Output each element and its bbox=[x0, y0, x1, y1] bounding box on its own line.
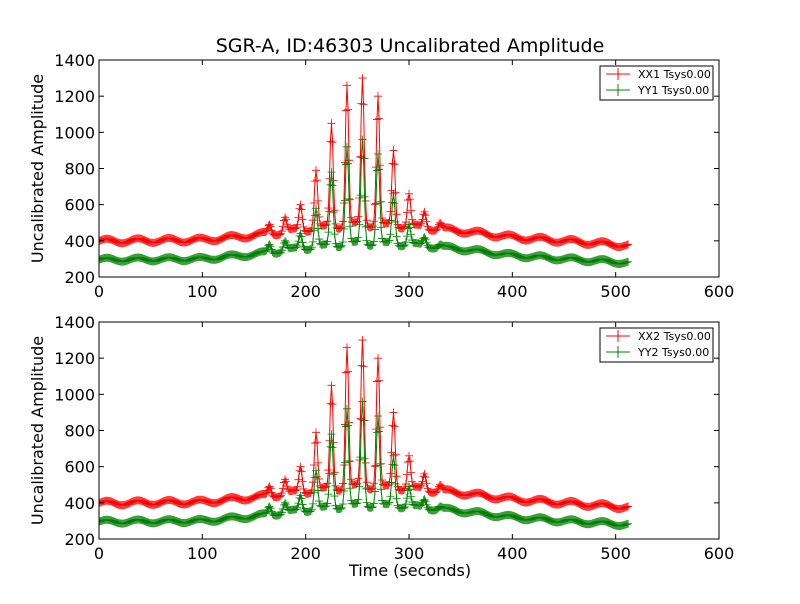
bottom-plot: 0 100 200 300 400 500 600 200 400 600 800 1000 1200 1… bbox=[28, 313, 734, 580]
legend-marker-xx1-icon bbox=[612, 68, 624, 80]
top-plot-frame bbox=[98, 59, 720, 278]
y-tick-label: 1000 bbox=[54, 385, 95, 404]
bottom-plot-legend: XX2 Tsys0.00 YY2 Tsys0.00 bbox=[599, 327, 714, 363]
bottom-plot-ylabel: Uncalibrated Amplitude bbox=[28, 336, 47, 525]
legend-marker-xx2-icon bbox=[612, 330, 624, 342]
x-tick-label: 0 bbox=[94, 282, 104, 301]
bottom-plot-legend-box bbox=[599, 327, 714, 363]
x-tick-label: 300 bbox=[394, 282, 425, 301]
series-markers-yy2 bbox=[99, 397, 633, 530]
series-yy1 bbox=[99, 135, 633, 268]
x-tick-label: 600 bbox=[704, 282, 735, 301]
x-tick-label: 200 bbox=[290, 544, 321, 563]
bottom-plot-ticks: 0 100 200 300 400 500 600 200 400 600 800 1000 1200 1… bbox=[54, 313, 734, 563]
top-plot-ticks: 0 100 200 300 400 500 600 200 400 600 800 1000 1200 1… bbox=[54, 51, 734, 301]
bottom-plot-series bbox=[99, 336, 633, 530]
legend-marker-yy2-icon bbox=[612, 346, 624, 358]
x-tick-label: 600 bbox=[704, 544, 735, 563]
series-markers-yy1 bbox=[99, 135, 633, 268]
series-xx2 bbox=[99, 336, 633, 514]
legend-label-yy2: YY2 Tsys0.00 bbox=[637, 346, 709, 359]
y-tick-label: 400 bbox=[64, 232, 95, 251]
x-tick-label: 500 bbox=[600, 282, 631, 301]
top-plot-ylabel: Uncalibrated Amplitude bbox=[28, 74, 47, 263]
x-tick-label: 200 bbox=[290, 282, 321, 301]
top-plot-series bbox=[99, 74, 633, 268]
legend-label-xx2: XX2 Tsys0.00 bbox=[638, 330, 711, 343]
x-tick-label: 100 bbox=[187, 544, 218, 563]
x-tick-label: 400 bbox=[497, 544, 528, 563]
x-tick-label: 500 bbox=[600, 544, 631, 563]
y-tick-label: 600 bbox=[64, 458, 95, 477]
series-markers-xx1 bbox=[99, 74, 633, 252]
y-tick-label: 200 bbox=[64, 530, 95, 549]
series-yy2 bbox=[99, 397, 633, 530]
y-tick-label: 1200 bbox=[54, 87, 95, 106]
top-plot-legend: XX1 Tsys0.00 YY1 Tsys0.00 bbox=[599, 65, 714, 101]
legend-marker-yy1-icon bbox=[612, 84, 624, 96]
y-tick-label: 200 bbox=[64, 268, 95, 287]
bottom-plot-xlabel: Time (seconds) bbox=[348, 561, 471, 580]
top-plot-legend-box bbox=[599, 65, 714, 101]
y-tick-label: 1200 bbox=[54, 349, 95, 368]
y-tick-label: 1400 bbox=[54, 313, 95, 332]
y-tick-label: 800 bbox=[64, 160, 95, 179]
legend-label-yy1: YY1 Tsys0.00 bbox=[637, 84, 709, 97]
x-tick-label: 300 bbox=[394, 544, 425, 563]
y-tick-label: 1000 bbox=[54, 123, 95, 142]
y-tick-label: 600 bbox=[64, 196, 95, 215]
bottom-plot-frame bbox=[98, 321, 720, 540]
x-tick-label: 100 bbox=[187, 282, 218, 301]
x-tick-label: 0 bbox=[94, 544, 104, 563]
y-tick-label: 1400 bbox=[54, 51, 95, 70]
y-tick-label: 400 bbox=[64, 494, 95, 513]
top-plot: 0 100 200 300 400 500 600 200 400 600 800 1000 1200 1… bbox=[28, 51, 734, 301]
legend-label-xx1: XX1 Tsys0.00 bbox=[638, 68, 711, 81]
series-markers-xx2 bbox=[99, 336, 633, 514]
series-xx1 bbox=[99, 74, 633, 252]
chart-title: SGR-A, ID:46303 Uncalibrated Amplitude bbox=[216, 35, 605, 57]
x-tick-label: 400 bbox=[497, 282, 528, 301]
y-tick-label: 800 bbox=[64, 422, 95, 441]
